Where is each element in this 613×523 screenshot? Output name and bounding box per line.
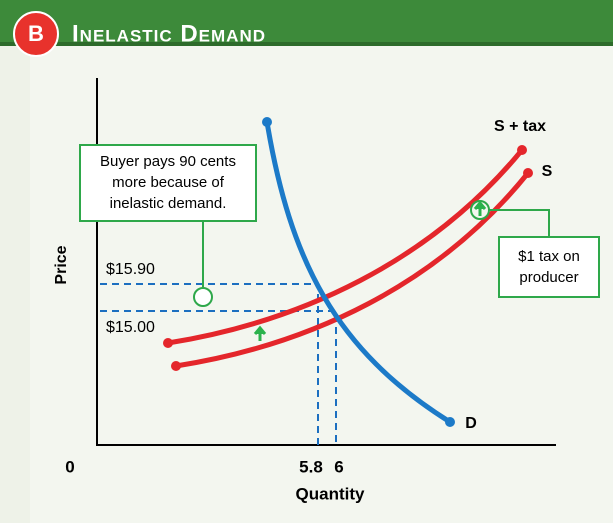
callout-text: producer bbox=[519, 269, 578, 286]
connector bbox=[489, 209, 550, 237]
curve-label: D bbox=[465, 415, 477, 432]
origin-label: 0 bbox=[65, 457, 74, 476]
header-title: Inelastic Demand bbox=[72, 20, 266, 47]
demand-curve bbox=[264, 121, 452, 425]
badge-letter: B bbox=[28, 21, 44, 46]
tax-callout bbox=[498, 236, 600, 298]
y-axis-label: Price bbox=[53, 245, 70, 284]
callout-text: inelastic demand. bbox=[110, 195, 227, 212]
shift-arrow bbox=[253, 325, 267, 341]
x-axis-label: Quantity bbox=[296, 484, 365, 503]
supply-tax-curve bbox=[167, 148, 524, 346]
header-bar bbox=[0, 0, 613, 46]
endpoint bbox=[517, 145, 527, 155]
quantity-label: 5.8 bbox=[299, 457, 323, 476]
header-rule bbox=[0, 42, 613, 46]
buyer-callout bbox=[79, 144, 257, 222]
curve-label: S bbox=[542, 163, 553, 180]
marker bbox=[193, 287, 213, 307]
endpoint bbox=[262, 117, 272, 127]
price-label: $15.00 bbox=[106, 319, 155, 336]
endpoint bbox=[171, 361, 181, 371]
endpoint bbox=[445, 417, 455, 427]
guide-15-00 bbox=[100, 310, 337, 445]
callout-text: Buyer pays 90 cents bbox=[100, 153, 236, 170]
callout-text: more because of bbox=[112, 174, 225, 191]
quantity-label: 6 bbox=[334, 457, 343, 476]
curve-label: S + tax bbox=[494, 118, 546, 135]
callout-text: $1 tax on bbox=[518, 248, 580, 265]
price-label: $15.90 bbox=[106, 261, 155, 278]
shift-arrow bbox=[473, 200, 487, 216]
endpoint bbox=[523, 168, 533, 178]
badge bbox=[13, 11, 59, 57]
supply-curve bbox=[175, 171, 530, 369]
endpoint bbox=[163, 338, 173, 348]
